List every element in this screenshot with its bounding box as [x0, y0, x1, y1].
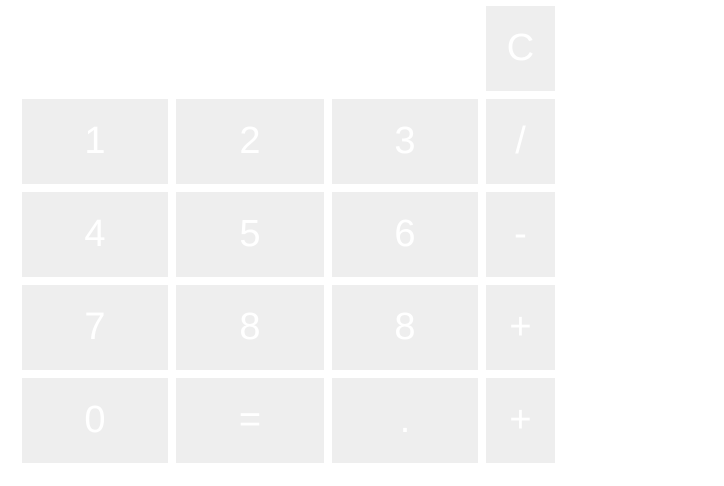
digit-7-button[interactable]: 7 — [22, 285, 168, 370]
digit-0-button[interactable]: 0 — [22, 378, 168, 463]
digit-2-button[interactable]: 2 — [176, 99, 324, 184]
equals-button[interactable]: = — [176, 378, 324, 463]
digit-5-button[interactable]: 5 — [176, 192, 324, 277]
digit-4-button[interactable]: 4 — [22, 192, 168, 277]
subtract-button[interactable]: - — [486, 192, 555, 277]
add-second-button[interactable]: + — [486, 378, 555, 463]
add-button[interactable]: + — [486, 285, 555, 370]
digit-3-button[interactable]: 3 — [332, 99, 478, 184]
divide-button[interactable]: / — [486, 99, 555, 184]
digit-6-button[interactable]: 6 — [332, 192, 478, 277]
clear-button[interactable]: C — [486, 6, 555, 91]
digit-1-button[interactable]: 1 — [22, 99, 168, 184]
digit-8-button[interactable]: 8 — [176, 285, 324, 370]
decimal-button[interactable]: . — [332, 378, 478, 463]
digit-8-second-button[interactable]: 8 — [332, 285, 478, 370]
